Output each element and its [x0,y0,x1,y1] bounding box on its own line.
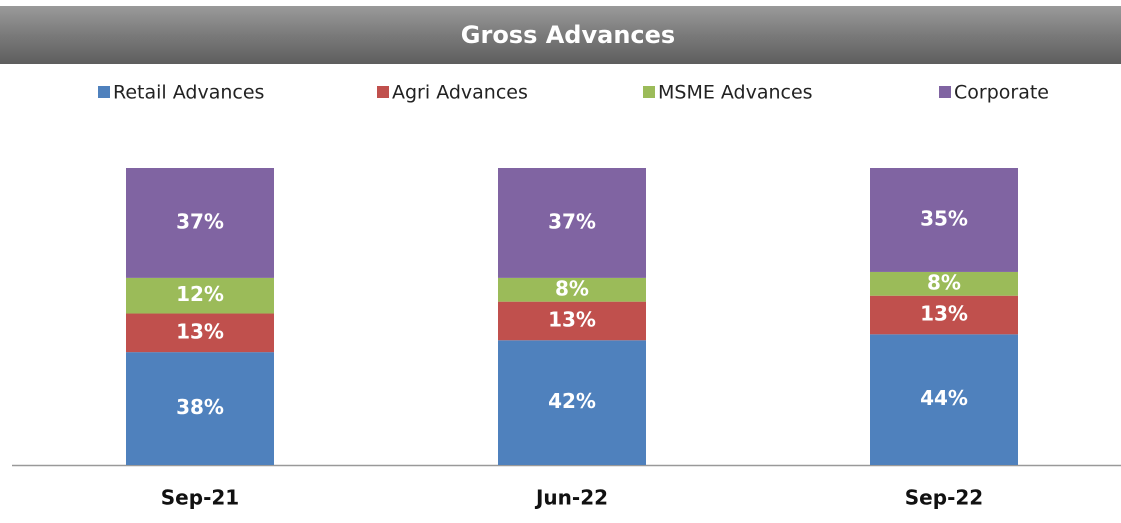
legend-swatch [939,86,951,98]
legend-swatch [98,86,110,98]
legend-swatch [377,86,389,98]
data-label: 13% [548,307,596,331]
legend-label: Corporate [954,82,1049,104]
bar-segment [870,334,1018,465]
bar-segment [126,313,274,353]
title-bar [0,6,1121,64]
bar-segment [870,295,1018,335]
data-label: 37% [548,209,596,233]
data-label: 8% [927,270,961,294]
bar-segment [498,168,646,278]
data-label: 35% [920,206,968,230]
x-tick-label: Jun-22 [534,486,608,510]
legend-label: Agri Advances [392,82,528,104]
x-tick-label: Sep-22 [905,486,983,510]
data-label: 44% [920,386,968,410]
data-label: 13% [920,302,968,326]
data-label: 12% [176,282,224,306]
bar-segment [870,168,1018,272]
bar-segment [126,352,274,465]
legend-label: MSME Advances [658,82,813,104]
bar-segment [498,277,646,302]
bar-segment [126,277,274,314]
data-label: 13% [176,319,224,343]
data-label: 8% [555,276,589,300]
bar-segment [498,340,646,465]
data-label: 38% [176,395,224,419]
data-label: 37% [176,209,224,233]
bar-segment [870,271,1018,296]
bar-segment [126,168,274,278]
legend-label: Retail Advances [113,82,264,104]
bar-segment [498,301,646,341]
x-tick-label: Sep-21 [161,486,239,510]
chart-title: Gross Advances [461,21,675,49]
data-label: 42% [548,389,596,413]
legend-swatch [643,86,655,98]
